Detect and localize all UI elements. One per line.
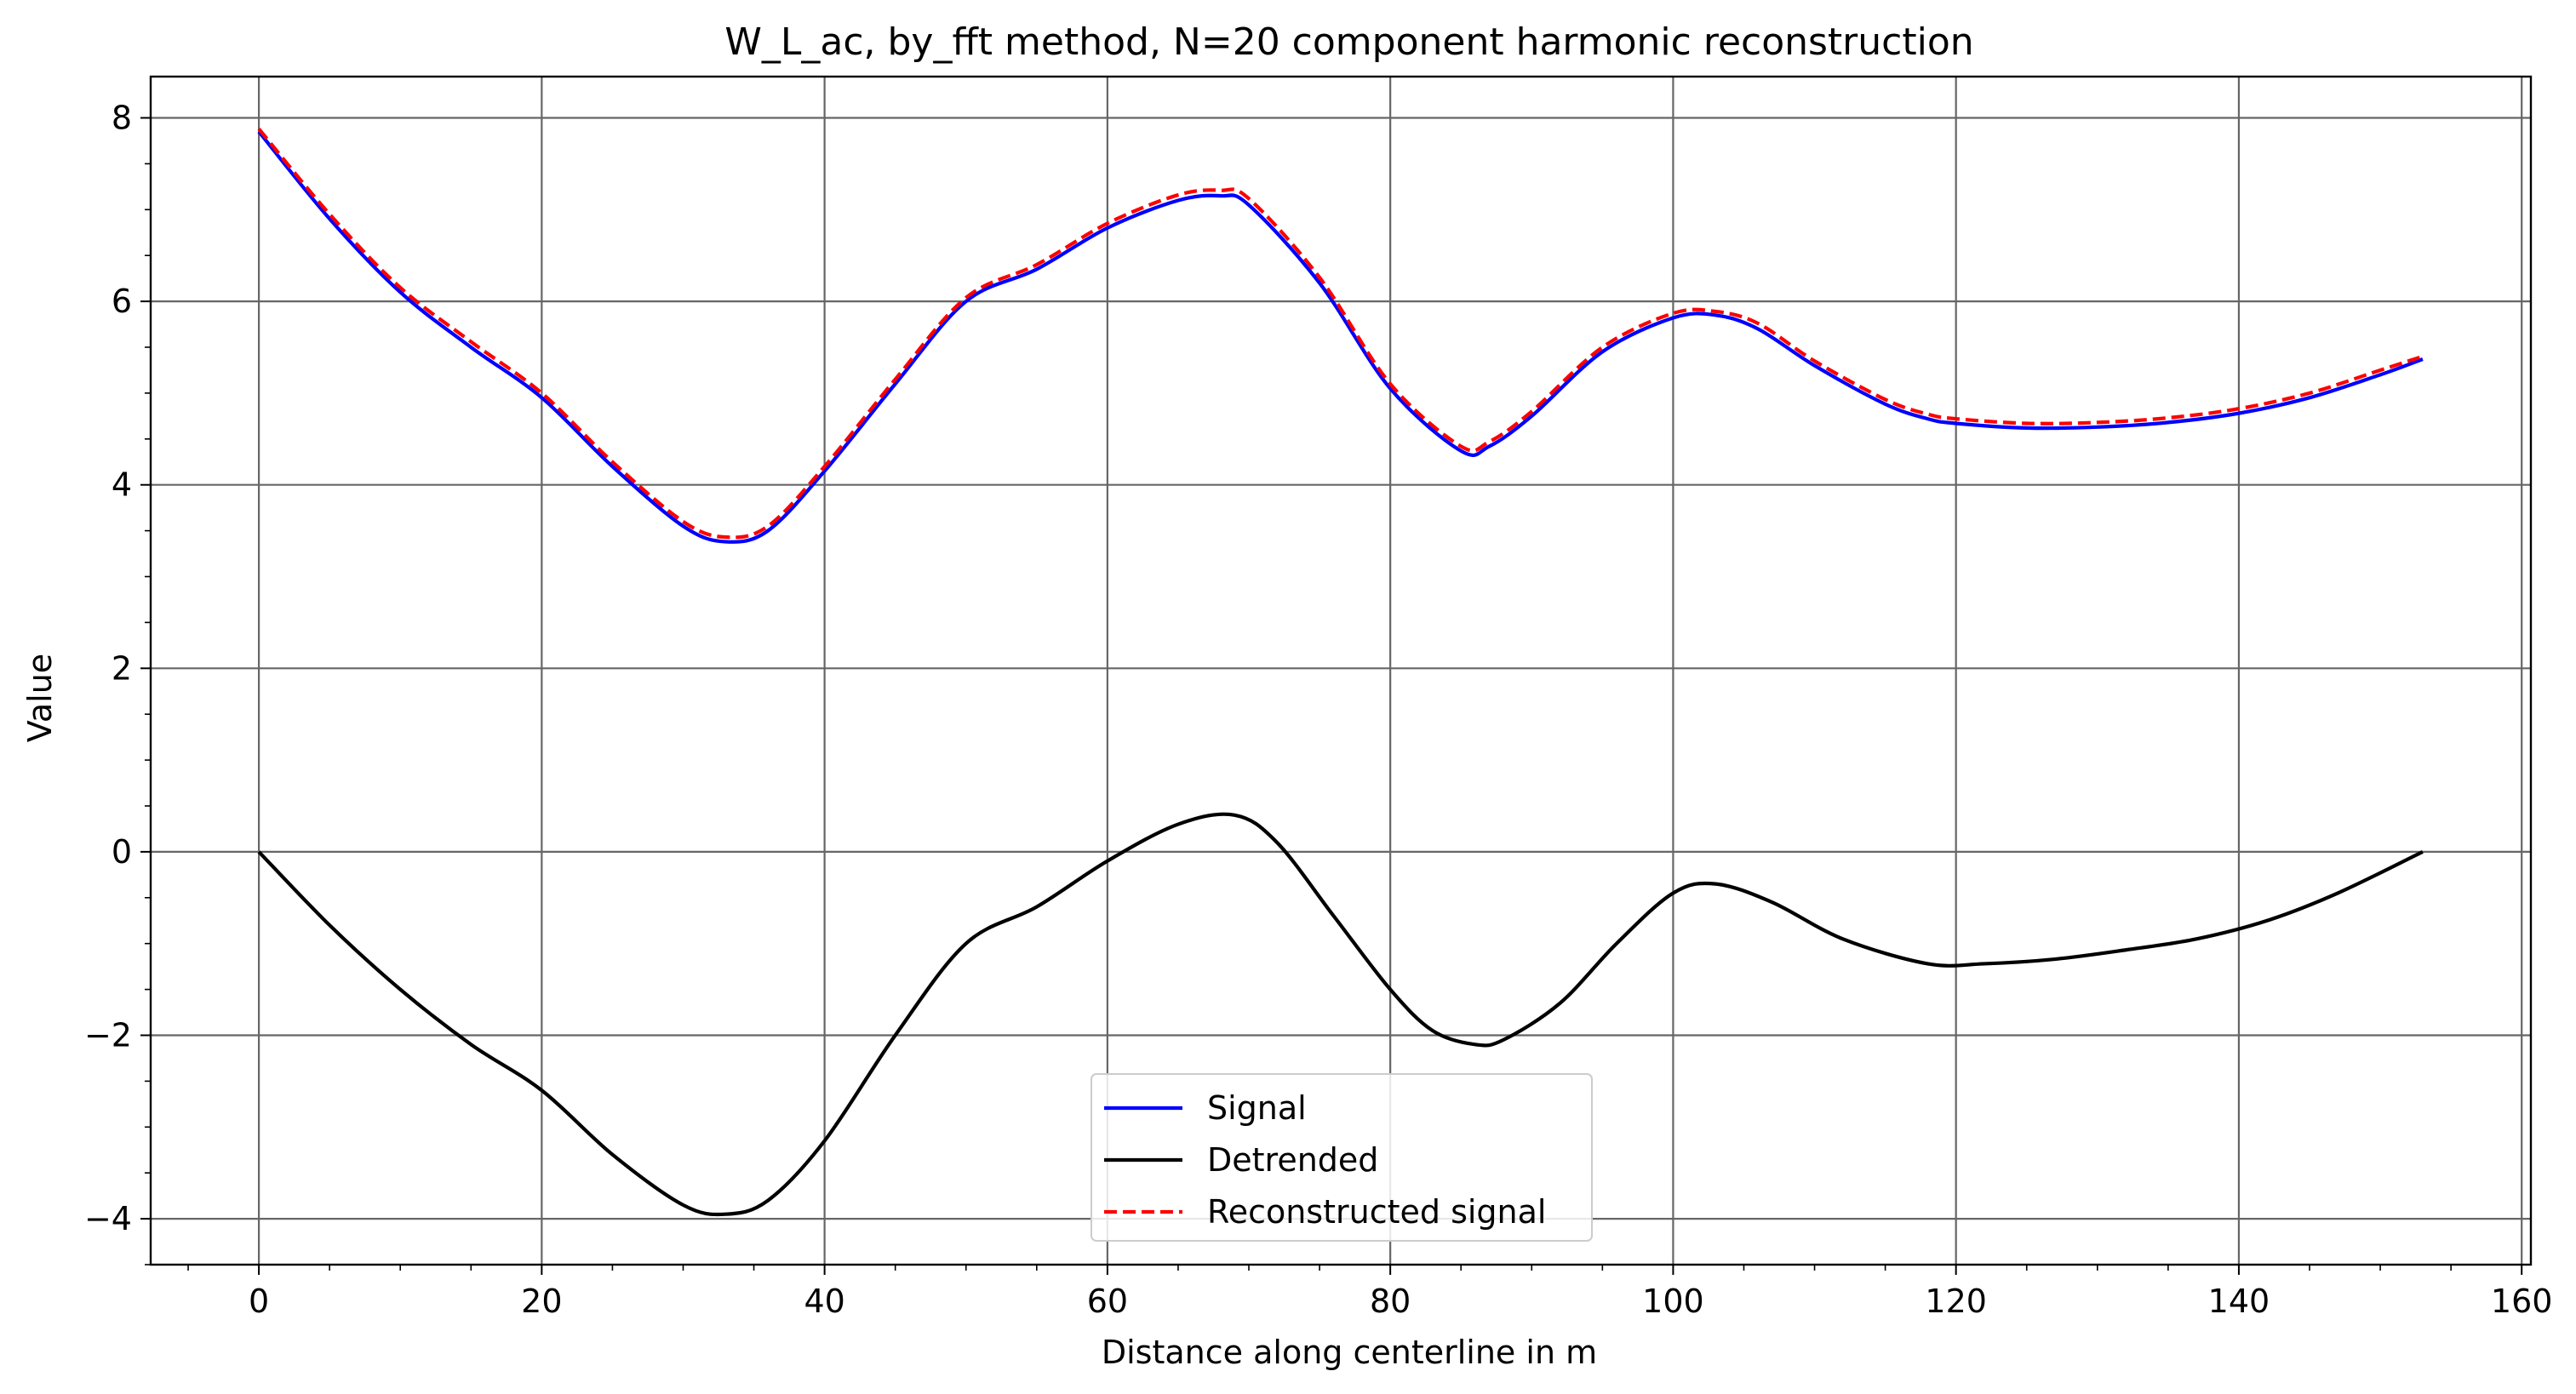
x-tick-label: 120 — [1925, 1283, 1987, 1320]
legend-label-detrended: Detrended — [1207, 1141, 1378, 1179]
chart-title: W_L_ac, by_fft method, N=20 component ha… — [724, 20, 1973, 64]
x-axis-label: Distance along centerline in m — [1102, 1334, 1597, 1371]
x-axis: 0 20 40 60 80 100 120 140 160 — [249, 1265, 2552, 1320]
series-layer — [257, 128, 2424, 1217]
x-tick-label: 60 — [1087, 1283, 1128, 1320]
y-tick-label: 4 — [112, 466, 132, 504]
y-axis: −4 −2 0 2 4 6 8 — [84, 100, 151, 1237]
y-tick-label: 0 — [112, 833, 132, 871]
x-tick-label: 140 — [2208, 1283, 2270, 1320]
x-tick-label: 160 — [2491, 1283, 2553, 1320]
series-line-reconstructed-signal — [257, 128, 2424, 540]
legend: Signal Detrended Reconstructed signal — [1091, 1073, 1593, 1242]
y-tick-label: 8 — [112, 100, 132, 137]
plot-frame — [149, 75, 2533, 1266]
y-tick-label: −4 — [84, 1200, 132, 1237]
x-tick-label: 80 — [1370, 1283, 1411, 1320]
x-tick-label: 40 — [804, 1283, 844, 1320]
series-line-detrended — [257, 812, 2424, 1217]
x-tick-label: 0 — [249, 1283, 269, 1320]
x-tick-label: 100 — [1642, 1283, 1704, 1320]
legend-label-signal: Signal — [1207, 1089, 1307, 1127]
y-tick-label: 2 — [112, 649, 132, 687]
y-tick-label: 6 — [112, 283, 132, 320]
x-tick-label: 20 — [521, 1283, 562, 1320]
legend-box — [1091, 1073, 1593, 1242]
legend-label-reconstructed-signal: Reconstructed signal — [1207, 1193, 1546, 1231]
series-line-signal — [257, 130, 2424, 544]
y-tick-label: −2 — [84, 1017, 132, 1054]
y-axis-label: Value — [21, 654, 59, 742]
